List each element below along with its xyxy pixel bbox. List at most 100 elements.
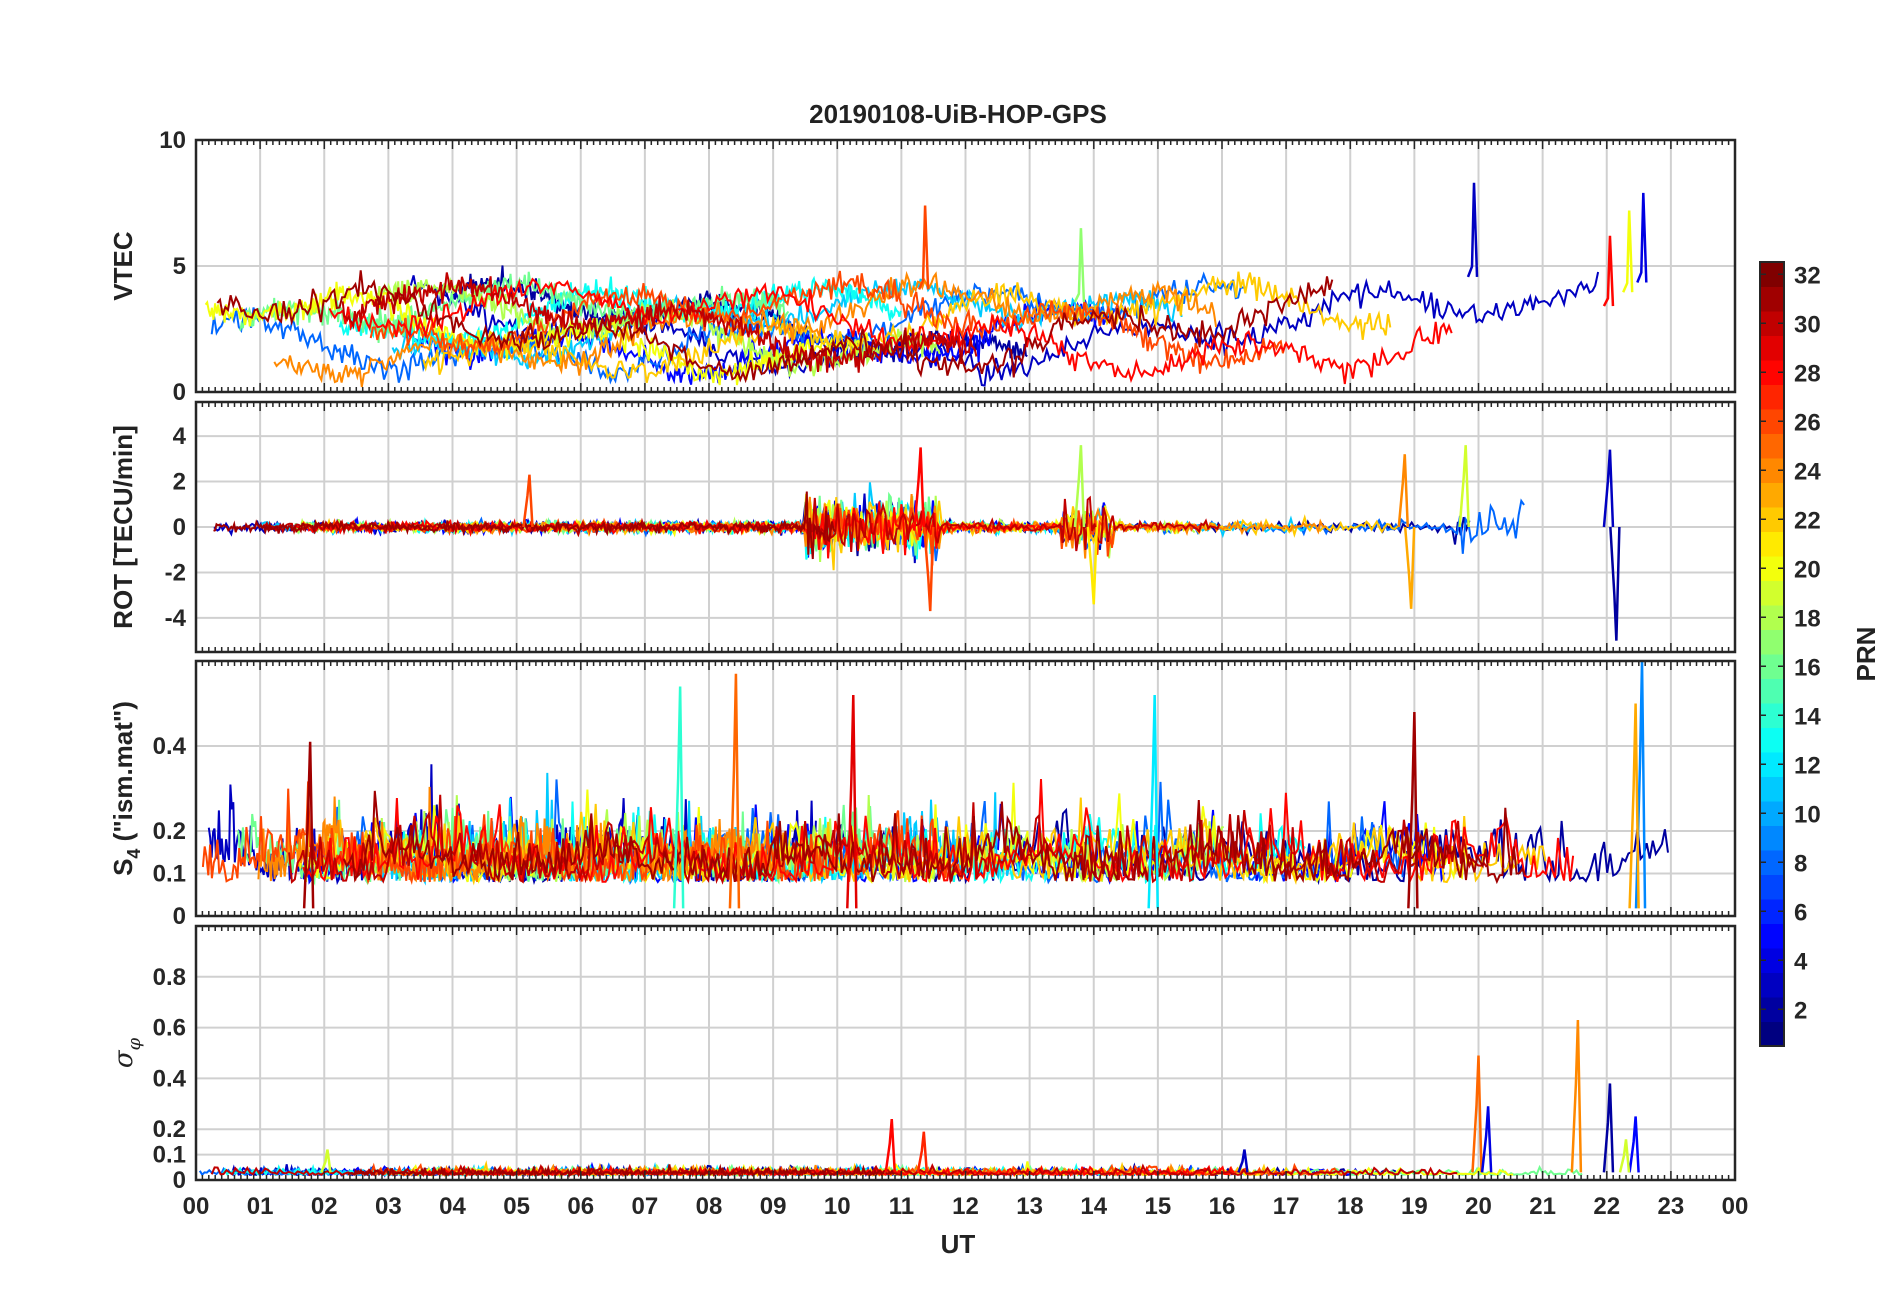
x-axis-label: UT <box>941 1229 976 1259</box>
y-axis-label: VTEC <box>108 231 138 301</box>
colorbar-tick-label: 16 <box>1794 654 1821 681</box>
chart-title: 20190108-UiB-HOP-GPS <box>809 99 1107 129</box>
colorbar-tick-label: 6 <box>1794 899 1807 926</box>
event-spike-prn-19 <box>320 1149 332 1173</box>
event-spike-prn-25 <box>1471 1055 1483 1173</box>
event-spike-prn-31 <box>1407 711 1419 909</box>
event-spike-prn-18 <box>1073 445 1086 528</box>
trace-prn-30 <box>263 495 1221 552</box>
x-tick-label: 07 <box>632 1193 659 1220</box>
panel-4: 00.10.2 0.4 0.6 0.8 σφ <box>109 924 1737 1194</box>
trace-prn-20 <box>298 493 1191 549</box>
event-spike-prn-24 <box>1570 1019 1583 1173</box>
colorbar-tick-label: 8 <box>1794 850 1807 877</box>
event-spike-prn-2 <box>1602 1083 1615 1173</box>
colorbar-tick-label: 24 <box>1794 458 1821 485</box>
x-tick-label: 09 <box>760 1193 787 1220</box>
y-tick-label: 0 <box>173 903 186 930</box>
event-spike-prn-14 <box>672 686 685 909</box>
colorbar-cell <box>1760 531 1784 557</box>
trace-prn-31 <box>342 790 1526 885</box>
y-label-sub: 4 <box>124 849 144 859</box>
colorbar-cell <box>1760 384 1784 410</box>
y-tick-label: 0.8 <box>153 964 186 991</box>
x-tick-label: 01 <box>247 1193 274 1220</box>
y-tick-label: 0.1 <box>153 1142 186 1169</box>
x-tick-label: 11 <box>889 1193 914 1220</box>
event-spike-prn-24 <box>1397 454 1410 528</box>
event-spike-prn-19 <box>1458 445 1470 528</box>
traces <box>198 1019 1640 1179</box>
event-spike-prn-27 <box>916 1131 929 1173</box>
x-tick-label: 06 <box>567 1193 594 1220</box>
event-spike-prn-4 <box>1636 192 1648 283</box>
event-spike-prn-21 <box>1086 526 1098 605</box>
trace-prn-31 <box>347 1163 896 1179</box>
trace-prn-31 <box>216 270 1334 384</box>
colorbar-cell <box>1760 1021 1784 1047</box>
trace-prn-26 <box>369 270 1288 374</box>
y-axis-label: σφ <box>109 1037 145 1068</box>
traces <box>213 445 1621 641</box>
colorbar-cell <box>1760 482 1784 508</box>
colorbar-tick-label: 12 <box>1794 752 1821 779</box>
event-spike-prn-20 <box>1622 210 1634 293</box>
traces <box>204 182 1648 388</box>
colorbar-frame <box>1759 261 1785 1047</box>
colorbar-cell <box>1760 286 1784 312</box>
x-tick-label: 20 <box>1465 1193 1492 1220</box>
event-spike-prn-5 <box>1628 1116 1640 1173</box>
colorbar-tick-label: 26 <box>1794 409 1821 436</box>
x-minor-ticks <box>195 140 1736 392</box>
x-tick-label: 19 <box>1401 1193 1428 1220</box>
colorbar-tick-label: 30 <box>1794 311 1821 338</box>
colorbar-cell <box>1760 335 1784 361</box>
colorbar-cell <box>1760 923 1784 949</box>
event-spike-prn-3 <box>1466 182 1479 278</box>
y-tick-label: 10 <box>159 127 186 154</box>
y-axis-label: S4 ("ism.mat") <box>108 701 144 876</box>
x-tick-label: 12 <box>952 1193 979 1220</box>
x-minor-ticks <box>195 402 1736 652</box>
colorbar-tick-label: 10 <box>1794 801 1821 828</box>
y-tick-label: 0.2 <box>153 1116 186 1143</box>
colorbar-tick-label: 2 <box>1794 997 1807 1024</box>
y-tick-label: 0.6 <box>153 1015 186 1042</box>
event-spike-prn-4 <box>1480 1106 1493 1173</box>
colorbar-tick-label: 18 <box>1794 605 1821 632</box>
y-tick-label: 0 <box>173 514 186 541</box>
y-tick-label: -4 <box>165 605 187 632</box>
y-label-main: S <box>108 859 138 876</box>
panel-2: -4 -2 0 2 4 ROT [TECU/min] <box>108 400 1737 654</box>
x-tick-label: 16 <box>1209 1193 1236 1220</box>
y-tick-label: 0.4 <box>153 1065 187 1092</box>
event-spike-prn-26 <box>922 526 935 612</box>
panel-3: 0 0.1 0.2 0.4 S4 ("ism.mat") <box>108 659 1737 930</box>
y-tick-label: 0.2 <box>153 818 186 845</box>
event-spike-prn-17 <box>1073 228 1086 303</box>
colorbar-cell <box>1760 776 1784 802</box>
x-tick-label: 18 <box>1337 1193 1364 1220</box>
colorbar-cell <box>1760 972 1784 998</box>
x-tick-label: 10 <box>824 1193 851 1220</box>
y-tick-label: 0 <box>173 379 186 406</box>
colorbar-cell <box>1760 678 1784 704</box>
y-tick-label: 0 <box>173 1167 186 1194</box>
colorbar-cell <box>1760 825 1784 851</box>
x-tick-label: 17 <box>1273 1193 1300 1220</box>
colorbar-tick-label: 14 <box>1794 703 1821 730</box>
event-spike-prn-28 <box>884 1118 897 1173</box>
event-spike-prn-29 <box>846 694 858 909</box>
event-spike-prn-23 <box>1628 703 1640 909</box>
x-tick-label: 23 <box>1658 1193 1685 1220</box>
event-spike-prn-28 <box>913 447 925 528</box>
event-spike-prn-23 <box>1403 526 1416 609</box>
x-minor-ticks <box>195 926 1736 1180</box>
y-tick-label: 4 <box>173 423 187 450</box>
event-spike-prn-26 <box>917 205 930 290</box>
event-spike-prn-26 <box>522 474 534 528</box>
event-spike-prn-31 <box>302 741 315 909</box>
